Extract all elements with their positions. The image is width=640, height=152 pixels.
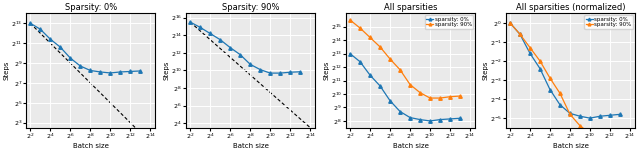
sparsity: 0%: (32, 1.55e+03): 0%: (32, 1.55e+03) [376, 85, 384, 87]
sparsity: 0%: (512, 0.0335): 0%: (512, 0.0335) [576, 115, 584, 117]
sparsity: 0%: (16, 0.33): 0%: (16, 0.33) [526, 52, 534, 54]
sparsity: 0%: (256, 304): 0%: (256, 304) [406, 117, 414, 119]
sparsity: 0%: (16, 2.7e+03): 0%: (16, 2.7e+03) [366, 74, 374, 76]
Title: All sparsities: All sparsities [384, 3, 437, 12]
Title: All sparsities (normalized): All sparsities (normalized) [516, 3, 625, 12]
sparsity: 90%: (4, 4.63e+04): 90%: (4, 4.63e+04) [346, 19, 354, 21]
sparsity: 90%: (512, 0.0237): 90%: (512, 0.0237) [576, 125, 584, 127]
sparsity: 90%: (32, 1.16e+04): 90%: (32, 1.16e+04) [376, 46, 384, 48]
Y-axis label: Steps: Steps [482, 61, 488, 80]
sparsity: 90%: (256, 1.66e+03): 90%: (256, 1.66e+03) [406, 84, 414, 86]
sparsity: 90%: (256, 0.0359): 90%: (256, 0.0359) [566, 113, 574, 115]
sparsity: 0%: (64, 0.0884): 0%: (64, 0.0884) [546, 89, 554, 90]
Y-axis label: Steps: Steps [323, 61, 329, 80]
Title: Sparsity: 0%: Sparsity: 0% [65, 3, 117, 12]
sparsity: 0%: (4, 8.19e+03): 0%: (4, 8.19e+03) [346, 53, 354, 55]
Title: Sparsity: 90%: Sparsity: 90% [222, 3, 280, 12]
sparsity: 90%: (4.1e+03, 891): 90%: (4.1e+03, 891) [446, 96, 454, 98]
Line: sparsity: 90%: sparsity: 90% [508, 21, 622, 135]
sparsity: 90%: (1.02e+03, 832): 90%: (1.02e+03, 832) [426, 97, 434, 99]
sparsity: 0%: (128, 416): 0%: (128, 416) [396, 111, 404, 112]
sparsity: 90%: (64, 6.21e+03): 90%: (64, 6.21e+03) [386, 58, 394, 60]
sparsity: 90%: (2.05e+03, 0.0179): 90%: (2.05e+03, 0.0179) [596, 133, 604, 134]
sparsity: 90%: (2.05e+03, 832): 90%: (2.05e+03, 832) [436, 97, 444, 99]
Legend: sparsity: 0%, sparsity: 90%: sparsity: 0%, sparsity: 90% [584, 15, 634, 29]
sparsity: 0%: (64, 724): 0%: (64, 724) [386, 100, 394, 102]
sparsity: 90%: (128, 0.0769): 90%: (128, 0.0769) [556, 92, 564, 94]
Line: sparsity: 0%: sparsity: 0% [508, 21, 622, 120]
Line: sparsity: 90%: sparsity: 90% [348, 18, 462, 100]
sparsity: 90%: (512, 1.1e+03): 90%: (512, 1.1e+03) [416, 92, 424, 94]
sparsity: 0%: (8.19e+03, 294): 0%: (8.19e+03, 294) [456, 117, 464, 119]
X-axis label: Batch size: Batch size [552, 143, 588, 149]
sparsity: 0%: (4, 1): 0%: (4, 1) [506, 22, 514, 24]
sparsity: 90%: (8.19e+03, 923): 90%: (8.19e+03, 923) [456, 95, 464, 97]
sparsity: 0%: (32, 0.189): 0%: (32, 0.189) [536, 68, 544, 69]
sparsity: 90%: (8, 3.06e+04): 90%: (8, 3.06e+04) [356, 27, 364, 29]
sparsity: 90%: (128, 3.57e+03): 90%: (128, 3.57e+03) [396, 69, 404, 71]
sparsity: 0%: (256, 0.0372): 0%: (256, 0.0372) [566, 112, 574, 114]
sparsity: 0%: (1.02e+03, 256): 0%: (1.02e+03, 256) [426, 120, 434, 122]
sparsity: 0%: (2.05e+03, 0.0335): 0%: (2.05e+03, 0.0335) [596, 115, 604, 117]
X-axis label: Batch size: Batch size [233, 143, 269, 149]
Y-axis label: Steps: Steps [163, 61, 169, 80]
sparsity: 90%: (4.1e+03, 0.0192): 90%: (4.1e+03, 0.0192) [606, 131, 614, 132]
sparsity: 90%: (4, 1): 90%: (4, 1) [506, 22, 514, 24]
X-axis label: Batch size: Batch size [73, 143, 109, 149]
sparsity: 0%: (8, 0.66): 0%: (8, 0.66) [516, 33, 524, 35]
sparsity: 0%: (4.1e+03, 284): 0%: (4.1e+03, 284) [446, 118, 454, 120]
sparsity: 0%: (128, 0.0508): 0%: (128, 0.0508) [556, 104, 564, 106]
sparsity: 90%: (16, 1.88e+04): 90%: (16, 1.88e+04) [366, 37, 374, 38]
sparsity: 0%: (2.05e+03, 274): 0%: (2.05e+03, 274) [436, 119, 444, 121]
Line: sparsity: 0%: sparsity: 0% [348, 52, 462, 123]
sparsity: 90%: (8.19e+03, 0.0199): 90%: (8.19e+03, 0.0199) [616, 130, 624, 131]
sparsity: 90%: (16, 0.406): 90%: (16, 0.406) [526, 47, 534, 48]
sparsity: 0%: (512, 274): 0%: (512, 274) [416, 119, 424, 121]
sparsity: 90%: (8, 0.66): 90%: (8, 0.66) [516, 33, 524, 35]
sparsity: 0%: (4.1e+03, 0.0347): 0%: (4.1e+03, 0.0347) [606, 114, 614, 116]
Legend: sparsity: 0%, sparsity: 90%: sparsity: 0%, sparsity: 90% [424, 15, 474, 29]
sparsity: 0%: (8, 5.4e+03): 0%: (8, 5.4e+03) [356, 61, 364, 63]
sparsity: 0%: (1.02e+03, 0.0312): 0%: (1.02e+03, 0.0312) [586, 117, 594, 119]
Y-axis label: Steps: Steps [3, 61, 10, 80]
X-axis label: Batch size: Batch size [393, 143, 429, 149]
sparsity: 90%: (1.02e+03, 0.0179): 90%: (1.02e+03, 0.0179) [586, 133, 594, 134]
sparsity: 90%: (32, 0.25): 90%: (32, 0.25) [536, 60, 544, 62]
sparsity: 0%: (8.19e+03, 0.0359): 0%: (8.19e+03, 0.0359) [616, 113, 624, 115]
sparsity: 90%: (64, 0.134): 90%: (64, 0.134) [546, 77, 554, 79]
